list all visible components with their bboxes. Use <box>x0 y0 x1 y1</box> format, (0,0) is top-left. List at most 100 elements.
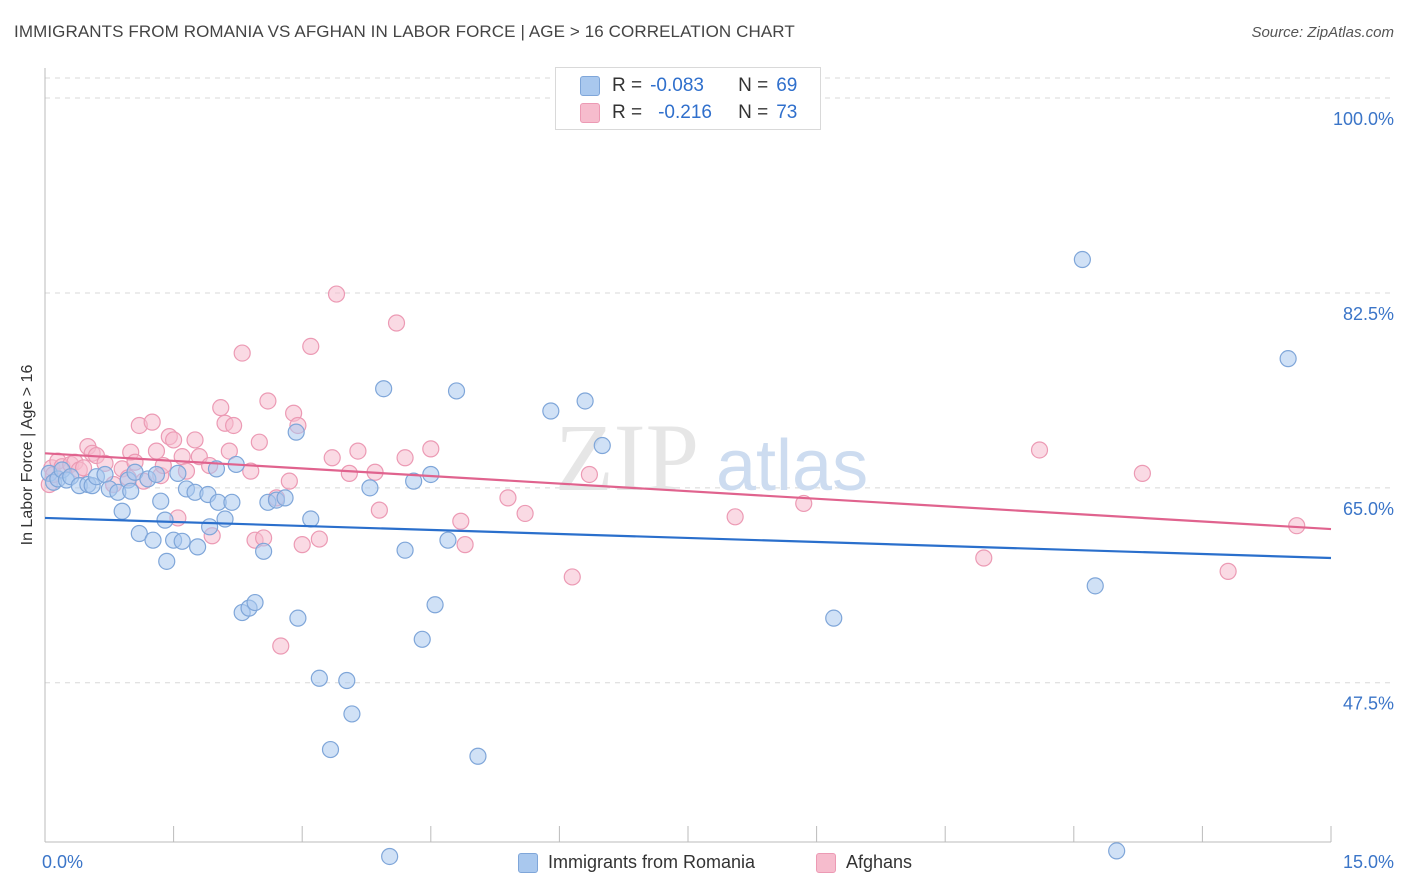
romania-point <box>113 502 131 520</box>
romania-point <box>469 747 487 765</box>
x-tick-label-max: 15.0% <box>1342 852 1394 872</box>
romania-point <box>426 596 444 614</box>
y-tick-label: 65.0% <box>1343 499 1394 519</box>
afghan-point <box>250 433 268 451</box>
romania-point <box>1279 350 1297 368</box>
afghan-point <box>726 508 744 526</box>
afghan-point <box>370 501 388 519</box>
afghan-point <box>323 449 341 467</box>
legend-item-afghan[interactable]: Afghans <box>816 852 912 873</box>
afghan-point <box>499 489 517 507</box>
chart-title: IMMIGRANTS FROM ROMANIA VS AFGHAN IN LAB… <box>14 22 795 41</box>
afghan-point <box>396 449 414 467</box>
y-tick-labels: 47.5% 65.0% 82.5% 100.0% <box>1333 109 1394 714</box>
trend-lines <box>44 452 1332 560</box>
romania-point <box>287 423 305 441</box>
afghan-points <box>40 285 1306 655</box>
afghan-point <box>186 431 204 449</box>
romania-point <box>1073 250 1091 269</box>
afghan-point <box>580 465 599 484</box>
romania-point <box>201 518 219 536</box>
afghan-point <box>516 504 534 523</box>
romania-point <box>152 492 170 510</box>
legend-item-romania[interactable]: Immigrants from Romania <box>518 852 755 873</box>
r-label: R = <box>612 75 643 96</box>
afghan-point <box>280 472 298 490</box>
romania-point <box>405 472 423 490</box>
afghan-point <box>795 494 813 513</box>
afghan-point <box>310 530 328 548</box>
romania-point <box>189 538 207 556</box>
romania-point <box>375 380 393 398</box>
romania-point <box>413 630 431 648</box>
afghan-point <box>1030 441 1049 459</box>
afghan-swatch <box>816 852 836 873</box>
romania-point <box>1108 842 1126 860</box>
romania-point <box>302 510 320 528</box>
afghan-point <box>340 464 358 482</box>
afghan-point <box>225 416 243 435</box>
romania-point <box>223 493 241 511</box>
watermark-atlas: atlas <box>716 426 868 506</box>
afghan-point <box>1133 464 1151 482</box>
legend-label-afghan: Afghans <box>846 852 913 872</box>
axes <box>44 68 1332 843</box>
afghan-point <box>975 549 993 567</box>
romania-trend-line <box>44 516 1332 560</box>
afghan-point <box>259 392 277 410</box>
afghan-point <box>293 536 311 554</box>
afghan-point <box>452 512 470 530</box>
afghan-point <box>456 536 474 554</box>
afghan-point <box>74 459 93 477</box>
romania-point <box>381 847 399 866</box>
r-value: -0.083 <box>650 75 704 96</box>
romania-swatch <box>518 852 538 873</box>
romania-point <box>255 542 273 560</box>
watermark-zip: ZIP <box>555 404 699 511</box>
romania-point <box>310 669 328 687</box>
watermark: ZIP atlas <box>555 404 868 511</box>
romania-point <box>158 552 176 570</box>
n-value: 73 <box>776 102 798 123</box>
stats-legend: R = -0.083 N = 69 R = -0.216 N = 73 <box>555 67 821 130</box>
afghan-point <box>422 440 440 458</box>
afghan-point <box>143 413 161 431</box>
romania-point <box>447 382 466 400</box>
afghan-point <box>220 442 238 460</box>
romania-point <box>173 532 191 550</box>
romania-point <box>96 465 114 484</box>
romania-point <box>122 482 140 500</box>
romania-swatch <box>580 76 600 96</box>
afghan-point <box>349 442 367 460</box>
bottom-legend: Immigrants from Romania Afghans <box>0 852 1406 878</box>
romania-point <box>289 609 307 627</box>
romania-point <box>396 541 414 559</box>
grid-lines <box>45 77 1394 684</box>
romania-point <box>207 460 226 478</box>
romania-point <box>321 740 340 759</box>
legend-label-romania: Immigrants from Romania <box>548 852 756 872</box>
romania-point <box>542 402 560 420</box>
romania-point <box>343 705 361 723</box>
afghan-point <box>272 637 290 655</box>
romania-point <box>144 531 162 549</box>
romania-point <box>130 524 148 543</box>
afghan-point <box>233 344 251 362</box>
afghan-point <box>327 285 346 303</box>
afghan-point <box>302 337 320 356</box>
n-value: 69 <box>776 75 798 96</box>
afghan-point <box>147 442 166 460</box>
source-label: Source: ZipAtlas.com <box>1251 24 1394 41</box>
romania-point <box>246 593 264 612</box>
romania-points <box>40 250 1297 866</box>
romania-point <box>593 436 611 455</box>
afghan-point <box>242 462 260 480</box>
afghan-point <box>212 399 230 417</box>
romania-point <box>439 531 457 549</box>
romania-point <box>1086 577 1104 595</box>
afghan-point <box>387 314 406 332</box>
afghan-point <box>1219 562 1237 580</box>
romania-point <box>156 511 174 529</box>
afghan-point <box>165 431 183 449</box>
